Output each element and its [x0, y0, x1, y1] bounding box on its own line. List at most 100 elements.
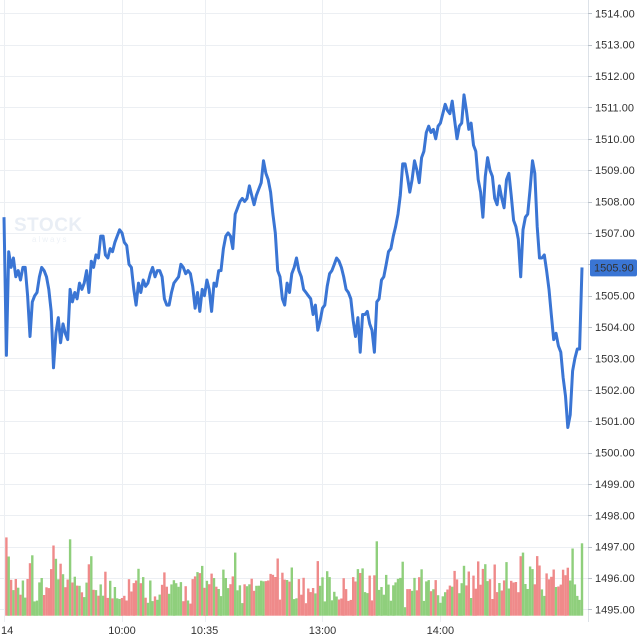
volume-bar	[90, 556, 93, 616]
volume-bar	[385, 574, 388, 616]
volume-bar	[293, 599, 296, 616]
volume-bar	[536, 556, 539, 616]
volume-bar	[422, 600, 426, 616]
volume-bar	[45, 587, 48, 616]
volume-bar	[92, 589, 95, 616]
volume-bar	[167, 593, 171, 616]
volume-bar	[134, 580, 138, 616]
volume-bar	[52, 545, 55, 616]
volume-bar	[14, 579, 17, 616]
volume-bar	[113, 587, 117, 616]
volume-bar	[97, 595, 100, 616]
volume-bar	[269, 573, 272, 616]
volume-bar	[281, 572, 284, 616]
volume-bar	[399, 577, 402, 616]
volume-bar	[127, 579, 131, 616]
watermark-logo: STOCK	[14, 215, 83, 236]
volume-bar	[170, 584, 173, 616]
y-tick-label: 1501.00	[595, 416, 635, 428]
volume-bar	[382, 594, 385, 616]
volume-bar	[257, 585, 260, 616]
volume-bar	[212, 578, 216, 616]
volume-bar	[226, 588, 230, 616]
volume-bar	[347, 600, 350, 616]
volume-bar	[578, 599, 581, 616]
volume-bar	[234, 552, 237, 616]
watermark: STOCK always	[14, 215, 83, 244]
volume-bar	[521, 552, 525, 616]
volume-bar	[434, 580, 437, 616]
volume-bar	[566, 567, 569, 616]
volume-bar	[394, 582, 397, 616]
price-line-layer	[2, 93, 584, 429]
volume-bar	[243, 584, 246, 616]
volume-bar	[446, 589, 449, 616]
volume-bar	[193, 576, 197, 616]
volume-bar	[191, 579, 194, 616]
volume-bar	[460, 583, 463, 616]
volume-bar	[186, 600, 190, 616]
y-tick-label: 1499.00	[595, 479, 635, 491]
volume-bar	[401, 561, 404, 616]
volume-bar	[486, 581, 489, 616]
volume-bar	[392, 585, 395, 616]
x-tick-label: 13:00	[309, 625, 337, 636]
volume-bar	[366, 593, 369, 616]
volume-bar	[297, 579, 301, 616]
volume-bar	[132, 583, 135, 616]
volume-bar	[502, 580, 506, 616]
volume-bar	[481, 568, 485, 616]
volume-bar	[184, 586, 187, 616]
x-tick-label: 14	[1, 625, 13, 636]
volume-bar	[208, 584, 211, 616]
volume-bar	[40, 578, 43, 616]
volume-bar	[12, 590, 15, 616]
volume-bar	[75, 585, 79, 616]
volume-bar	[512, 582, 515, 616]
volume-bar	[61, 574, 65, 616]
volume-bar	[571, 548, 574, 616]
y-tick-label: 1503.00	[595, 353, 635, 365]
volume-bar	[484, 564, 487, 616]
volume-bar	[368, 575, 371, 616]
volume-bar	[451, 586, 454, 616]
volume-bar	[458, 593, 461, 616]
volume-bar	[370, 600, 374, 616]
volume-bar	[559, 584, 562, 616]
volume-bar	[349, 599, 352, 616]
volume-bar	[85, 582, 88, 616]
volume-bar	[196, 572, 199, 616]
x-axis: 14 10:00 10:35 13:00 14:00	[1, 625, 454, 636]
volume-bar	[109, 580, 112, 616]
volume-bar	[165, 586, 168, 616]
volume-bar	[569, 580, 572, 616]
volume-bar	[78, 585, 81, 616]
volume-bar	[26, 579, 29, 616]
volume-bar	[550, 576, 553, 616]
volume-bar	[57, 579, 60, 616]
volume-bar	[151, 601, 154, 616]
volume-bar	[7, 556, 10, 616]
volume-bar	[205, 580, 209, 616]
volume-bar	[101, 595, 105, 616]
watermark-tagline: always	[32, 235, 68, 244]
volume-bar	[224, 578, 227, 616]
volume-bar	[229, 584, 232, 616]
volume-bar	[526, 589, 529, 616]
volume-bar	[330, 600, 334, 616]
volume-bar	[573, 584, 577, 616]
volume-bar	[66, 579, 69, 616]
volume-bar	[477, 561, 480, 616]
volume-bar	[163, 572, 166, 616]
volume-bar	[462, 565, 466, 616]
volume-bar	[361, 568, 364, 616]
volume-bar	[335, 596, 338, 616]
volume-bar	[580, 543, 584, 616]
x-tick-label: 10:35	[191, 625, 219, 636]
volume-bar	[144, 597, 147, 616]
y-tick-label: 1513.00	[595, 40, 635, 52]
volume-bar	[344, 589, 348, 616]
volume-bar	[264, 581, 268, 616]
volume-bar	[255, 585, 258, 616]
volume-bar	[160, 584, 164, 616]
